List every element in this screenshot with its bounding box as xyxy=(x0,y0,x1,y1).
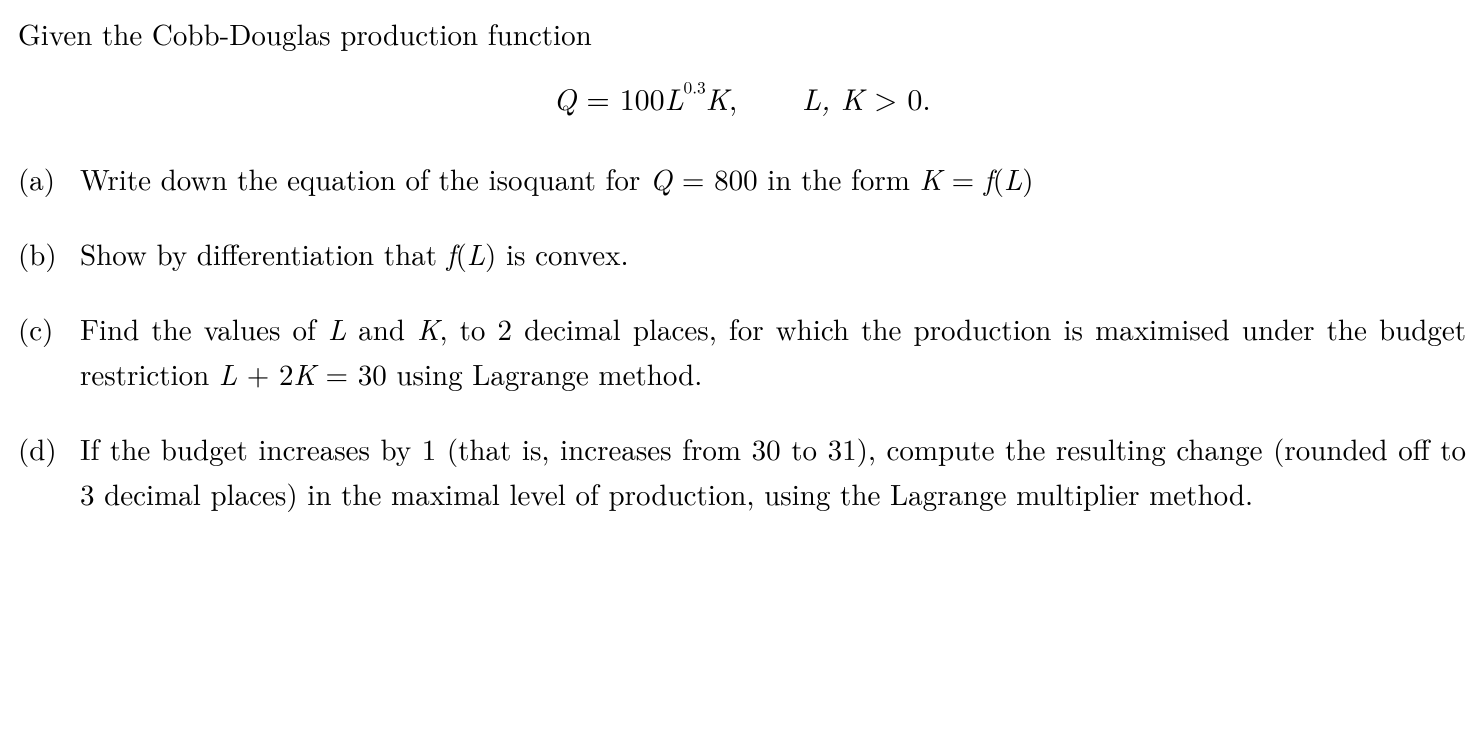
eq-domain-vars: L, K xyxy=(802,76,864,119)
item-marker: (a) xyxy=(18,157,80,202)
item-marker: (b) xyxy=(18,232,80,277)
intro-text: Given the Cobb-Douglas production functi… xyxy=(18,12,1466,57)
eq-comma: , xyxy=(729,76,737,119)
display-equation: Q = 100L0.3K, L, K > 0. xyxy=(18,75,1466,122)
enumerated-list: (a) Write down the equation of the isoqu… xyxy=(18,157,1466,517)
eq-coef: 100 xyxy=(620,76,665,119)
item-content: If the budget increases by 1 (that is, i… xyxy=(80,427,1466,517)
item-content: Show by differentiation that f(L) is con… xyxy=(80,232,1466,277)
item-content: Find the values of L and K, to 2 decimal… xyxy=(80,307,1466,397)
eq-var-K: K xyxy=(706,76,729,119)
item-marker: (c) xyxy=(18,307,80,352)
item-content: Write down the equation of the isoquant … xyxy=(80,157,1466,202)
eq-exp: 0.3 xyxy=(684,74,706,99)
eq-var-Q: Q xyxy=(553,76,576,119)
item-b: (b) Show by differentiation that f(L) is… xyxy=(18,232,1466,277)
eq-equals: = xyxy=(586,76,619,119)
item-c: (c) Find the values of L and K, to 2 dec… xyxy=(18,307,1466,397)
eq-relation: > xyxy=(874,76,907,119)
item-marker: (d) xyxy=(18,427,80,472)
eq-var-L: L xyxy=(665,76,684,119)
item-d: (d) If the budget increases by 1 (that i… xyxy=(18,427,1466,517)
item-a: (a) Write down the equation of the isoqu… xyxy=(18,157,1466,202)
eq-domain-rhs: 0. xyxy=(907,76,930,119)
